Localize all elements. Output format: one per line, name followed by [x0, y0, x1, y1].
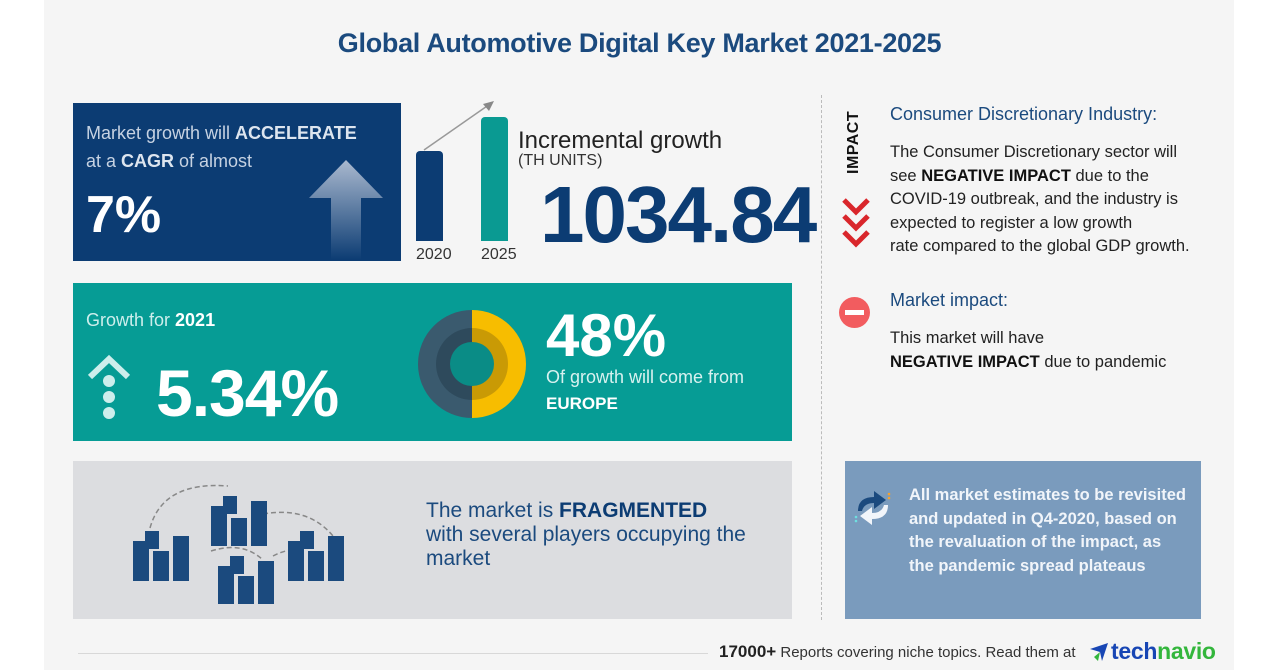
triple-chevron-down-icon [842, 198, 870, 248]
minus-circle-icon [839, 297, 870, 328]
up-arrow-icon [309, 160, 383, 260]
trend-arrow-icon [423, 101, 494, 151]
technavio-logo-icon [1090, 643, 1108, 661]
page-title: Global Automotive Digital Key Market 202… [337, 28, 942, 58]
estimates-text: All market estimates to be revisited and… [909, 486, 1186, 575]
fragmented-text: The market is FRAGMENTED with several pl… [426, 499, 746, 570]
growth-2021-box: Growth for 2021 5.34% 48% Of growth will… [73, 283, 792, 441]
dotted-up-arrow-icon [87, 354, 131, 419]
industry-body: The Consumer Discretionary sector will s… [890, 143, 1190, 255]
regional-text: Of growth will come from [546, 367, 745, 387]
column-divider [821, 95, 822, 620]
impact-vertical-label: IMPACT [845, 110, 862, 174]
cagr-value: 7% [86, 186, 162, 244]
bar-label-2025: 2025 [481, 246, 517, 263]
fragmented-box: The market is FRAGMENTED with several pl… [73, 461, 792, 619]
refresh-arrows-icon [854, 491, 891, 525]
growth-2021-value: 5.34% [156, 356, 339, 430]
regional-name: EUROPE [546, 394, 618, 413]
growth-year-label: Growth for 2021 [86, 310, 216, 330]
market-impact-heading: Market impact: [890, 290, 1009, 310]
incremental-value: 1034.84 [540, 170, 817, 259]
footer-rule [78, 653, 708, 654]
bar-2025 [481, 117, 508, 241]
industry-heading: Consumer Discretionary Industry: [890, 104, 1158, 124]
market-impact-body: This market will have NEGATIVE IMPACT du… [890, 329, 1167, 371]
bar-2020 [416, 151, 443, 241]
cagr-box: Market growth will ACCELERATE at a CAGR … [73, 103, 401, 261]
footer-text: 17000+ Reports covering niche topics. Re… [719, 642, 1076, 661]
incremental-units: (TH UNITS) [518, 152, 603, 169]
donut-chart-icon [418, 310, 526, 418]
incremental-label: Incremental growth [518, 127, 723, 154]
bar-label-2020: 2020 [416, 246, 452, 263]
cagr-line1: Market growth will ACCELERATE [86, 123, 357, 143]
cagr-line2: at a CAGR of almost [86, 151, 253, 171]
connected-buildings-icon [133, 484, 344, 604]
estimates-box: All market estimates to be revisited and… [845, 461, 1201, 619]
regional-percent: 48% [546, 302, 667, 369]
technavio-logo[interactable]: technavio [1090, 638, 1216, 665]
